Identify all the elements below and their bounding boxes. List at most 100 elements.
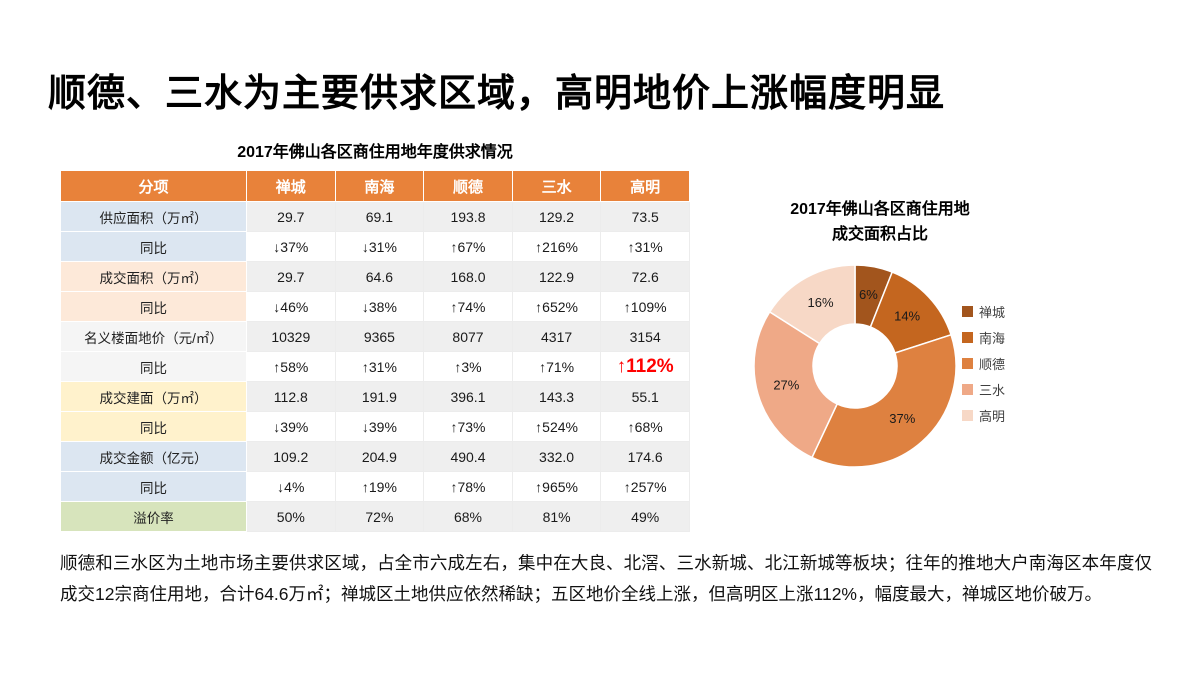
table-cell: ↑524% (511, 411, 602, 442)
table-row: 同比 ↓46% ↓38% ↑74% ↑652% ↑109% (60, 291, 690, 322)
row-label-cell: 同比 (60, 231, 247, 262)
row-label-cell: 同比 (60, 411, 247, 442)
table-cell: 332.0 (511, 441, 602, 472)
table-cell: 174.6 (600, 441, 690, 472)
table-row: 溢价率 50% 72% 68% 81% 49% (60, 501, 690, 532)
table-cell: 72.6 (600, 261, 690, 292)
table-cell: 9365 (334, 321, 425, 352)
legend-label: 南海 (979, 331, 1006, 346)
slice-value-label: 16% (808, 295, 834, 310)
table-row: 名义楼面地价（元/㎡） 10329 9365 8077 4317 3154 (60, 321, 690, 352)
table-cell: ↑67% (423, 231, 513, 262)
table-cell: 29.7 (246, 201, 336, 232)
legend-item: 三水 (962, 380, 1005, 399)
table-cell: ↑112% (600, 351, 690, 382)
donut-chart-title-line1: 2017年佛山各区商住用地 (790, 201, 970, 218)
table-column-header: 高明 (600, 170, 690, 202)
table-row: 供应面积（万㎡） 29.7 69.1 193.8 129.2 73.5 (60, 201, 690, 232)
table-cell: ↓4% (246, 471, 336, 502)
table-cell: ↑31% (600, 231, 690, 262)
table-row: 成交面积（万㎡） 29.7 64.6 168.0 122.9 72.6 (60, 261, 690, 292)
table-column-header: 顺德 (423, 170, 513, 202)
table-cell: ↑68% (600, 411, 690, 442)
table-cell: 3154 (600, 321, 690, 352)
slice-value-label: 37% (889, 411, 915, 426)
table-cell: ↑3% (423, 351, 513, 382)
table-cell: ↑78% (423, 471, 513, 502)
page-title: 顺德、三水为主要供求区域，高明地价上涨幅度明显 (48, 73, 946, 115)
table-cell: 10329 (246, 321, 336, 352)
summary-paragraph: 顺德和三水区为土地市场主要供求区域，占全市六成左右，集中在大良、北滘、三水新城、… (60, 553, 1152, 605)
legend-item: 禅城 (962, 302, 1005, 321)
table-cell: ↑19% (334, 471, 425, 502)
table-cell: ↓39% (334, 411, 425, 442)
legend-swatch-icon (962, 384, 973, 395)
row-label-cell: 成交面积（万㎡） (60, 261, 247, 292)
legend-label: 高明 (979, 409, 1006, 424)
table-cell: 49% (600, 501, 690, 532)
table-row: 成交金额（亿元） 109.2 204.9 490.4 332.0 174.6 (60, 441, 690, 472)
table-cell: 490.4 (423, 441, 513, 472)
donut-chart-title-line2: 成交面积占比 (831, 225, 928, 243)
table-cell: ↑71% (511, 351, 602, 382)
legend-swatch-icon (962, 358, 973, 369)
table-cell: 29.7 (246, 261, 336, 292)
table-cell: 109.2 (246, 441, 336, 472)
table-row: 同比 ↑58% ↑31% ↑3% ↑71% ↑112% (60, 351, 690, 382)
legend-label: 禅城 (979, 305, 1006, 320)
table-cell: 68% (423, 501, 513, 532)
table-cell: 4317 (511, 321, 602, 352)
table-cell: 168.0 (423, 261, 513, 292)
legend-item: 高明 (962, 406, 1005, 425)
table-header-row: 分项 禅城 南海 顺德 三水 高明 (60, 170, 690, 202)
legend-item: 顺德 (962, 354, 1005, 373)
table-cell: 191.9 (334, 381, 425, 412)
donut-slice-2 (810, 333, 957, 468)
table-cell: 122.9 (511, 261, 602, 292)
table-cell: 55.1 (600, 381, 690, 412)
table-cell: ↓38% (334, 291, 425, 322)
table-cell: ↓46% (246, 291, 336, 322)
table-cell: ↑965% (511, 471, 602, 502)
table-column-header: 南海 (334, 170, 425, 202)
supply-demand-table-section: 2017年佛山各区商住用地年度供求情况 分项 禅城 南海 顺德 三水 高明 供应面积（万㎡… (60, 138, 690, 532)
donut-chart-legend: 禅城南海顺德三水高明 (962, 302, 1005, 425)
legend-label: 三水 (979, 383, 1006, 398)
row-label-cell: 成交金额（亿元） (60, 441, 247, 472)
table-cell: 143.3 (511, 381, 602, 412)
table-cell: 73.5 (600, 201, 690, 232)
supply-demand-table: 分项 禅城 南海 顺德 三水 高明 供应面积（万㎡） 29.7 69.1 193.8 129.2 7… (60, 170, 690, 532)
table-row: 成交建面（万㎡） 112.8 191.9 396.1 143.3 55.1 (60, 381, 690, 412)
table-cell: 81% (511, 501, 602, 532)
table-cell: ↑73% (423, 411, 513, 442)
slice-value-label: 27% (773, 377, 799, 392)
row-label-cell: 供应面积（万㎡） (60, 201, 247, 232)
table-row: 同比 ↓39% ↓39% ↑73% ↑524% ↑68% (60, 411, 690, 442)
table-cell: 112.8 (246, 381, 336, 412)
table-cell: 204.9 (334, 441, 425, 472)
donut-chart: 6% 14% 37% 27% 16% (753, 264, 957, 468)
table-cell: 72% (334, 501, 425, 532)
slice-value-label: 6% (859, 287, 878, 302)
table-body: 供应面积（万㎡） 29.7 69.1 193.8 129.2 73.5 同比 ↓37% ↓31%… (60, 201, 690, 532)
row-label-cell: 同比 (60, 471, 247, 502)
table-cell: ↑257% (600, 471, 690, 502)
legend-label: 顺德 (979, 357, 1006, 372)
table-cell: ↑652% (511, 291, 602, 322)
table-cell: ↓37% (246, 231, 336, 262)
table-cell: ↑58% (246, 351, 336, 382)
table-title: 2017年佛山各区商住用地年度供求情况 (237, 144, 513, 161)
table-row: 同比 ↓37% ↓31% ↑67% ↑216% ↑31% (60, 231, 690, 262)
table-cell: 193.8 (423, 201, 513, 232)
row-label-cell: 名义楼面地价（元/㎡） (60, 321, 247, 352)
row-label-cell: 同比 (60, 291, 247, 322)
legend-swatch-icon (962, 410, 973, 421)
table-cell: 396.1 (423, 381, 513, 412)
table-row: 同比 ↓4% ↑19% ↑78% ↑965% ↑257% (60, 471, 690, 502)
row-label-cell: 成交建面（万㎡） (60, 381, 247, 412)
table-cell: ↑109% (600, 291, 690, 322)
table-cell: 50% (246, 501, 336, 532)
table-column-header: 禅城 (246, 170, 336, 202)
table-cell: ↑31% (334, 351, 425, 382)
